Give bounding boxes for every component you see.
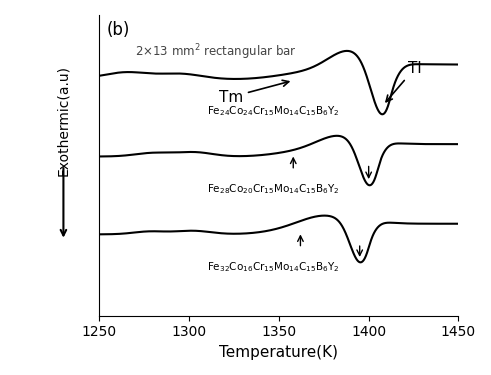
Text: Tl: Tl bbox=[386, 61, 422, 102]
Text: 2$\times$13 mm$^2$ rectangular bar: 2$\times$13 mm$^2$ rectangular bar bbox=[135, 42, 297, 62]
Text: (b): (b) bbox=[107, 21, 130, 39]
Text: Exothermic(a.u): Exothermic(a.u) bbox=[56, 65, 70, 176]
Text: Fe$_{28}$Co$_{20}$Cr$_{15}$Mo$_{14}$C$_{15}$B$_6$Y$_2$: Fe$_{28}$Co$_{20}$Cr$_{15}$Mo$_{14}$C$_{… bbox=[207, 182, 340, 196]
Text: Tm: Tm bbox=[218, 80, 289, 105]
Text: Fe$_{32}$Co$_{16}$Cr$_{15}$Mo$_{14}$C$_{15}$B$_6$Y$_2$: Fe$_{32}$Co$_{16}$Cr$_{15}$Mo$_{14}$C$_{… bbox=[207, 260, 340, 274]
Text: Fe$_{24}$Co$_{24}$Cr$_{15}$Mo$_{14}$C$_{15}$B$_6$Y$_2$: Fe$_{24}$Co$_{24}$Cr$_{15}$Mo$_{14}$C$_{… bbox=[207, 104, 340, 118]
X-axis label: Temperature(K): Temperature(K) bbox=[219, 345, 338, 360]
